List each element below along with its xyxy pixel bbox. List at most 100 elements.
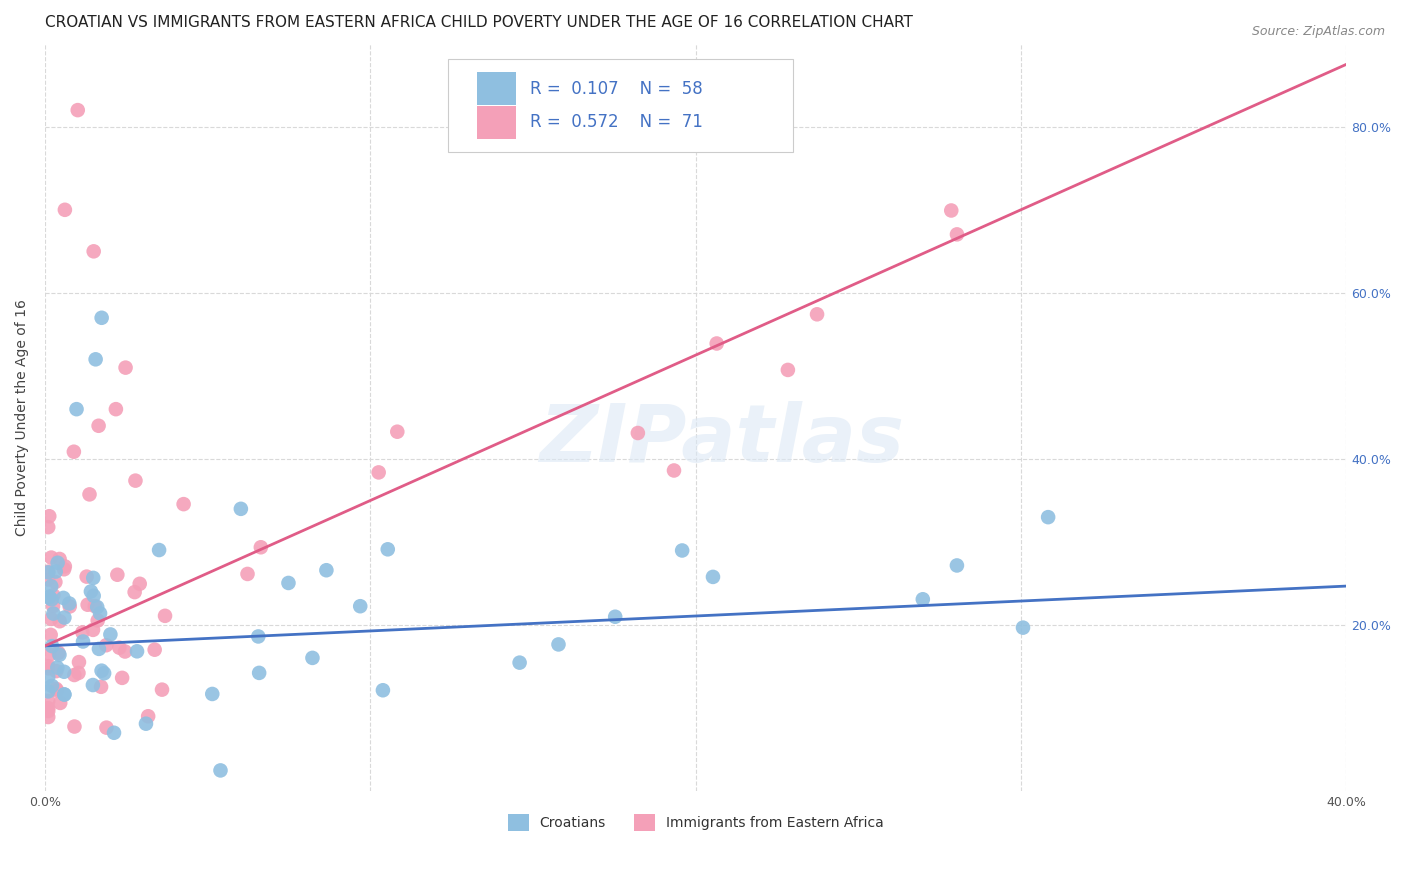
Point — [37, 520, 59, 534]
Text: ZIPatlas: ZIPatlas — [538, 401, 904, 479]
Point — [509, 656, 531, 670]
Point — [58, 597, 80, 611]
Point — [125, 644, 148, 658]
Point — [37, 573, 59, 587]
Point — [67, 655, 90, 669]
Point — [41, 592, 63, 607]
Point — [201, 687, 224, 701]
Point — [82, 678, 104, 692]
Point — [72, 634, 94, 648]
Text: Source: ZipAtlas.com: Source: ZipAtlas.com — [1251, 25, 1385, 38]
Point — [90, 310, 112, 325]
Point — [37, 670, 59, 684]
Point — [86, 600, 108, 615]
Point — [349, 599, 371, 614]
Point — [96, 721, 118, 735]
Point — [53, 610, 76, 624]
Point — [80, 584, 103, 599]
Point — [52, 591, 75, 605]
Point — [67, 665, 90, 680]
Point — [671, 543, 693, 558]
Point — [83, 589, 105, 603]
Point — [387, 425, 409, 439]
Point — [53, 665, 76, 679]
Point — [605, 609, 627, 624]
Point — [82, 623, 104, 637]
Point — [702, 570, 724, 584]
Point — [114, 360, 136, 375]
Point — [301, 651, 323, 665]
Point — [39, 612, 62, 626]
Point — [76, 598, 98, 612]
Point — [84, 352, 107, 367]
Point — [46, 683, 69, 698]
FancyBboxPatch shape — [477, 106, 516, 138]
Point — [37, 566, 59, 580]
Point — [63, 668, 86, 682]
Text: R =  0.572    N =  71: R = 0.572 N = 71 — [530, 113, 703, 131]
FancyBboxPatch shape — [449, 59, 793, 152]
Point — [143, 642, 166, 657]
Point — [247, 665, 270, 680]
Point — [53, 688, 76, 702]
Point — [150, 682, 173, 697]
Point — [93, 666, 115, 681]
Point — [76, 569, 98, 583]
Point — [96, 638, 118, 652]
Point — [148, 543, 170, 558]
Point — [42, 588, 65, 602]
Point — [100, 627, 122, 641]
Point — [63, 444, 86, 458]
Point — [105, 567, 128, 582]
Legend: Croatians, Immigrants from Eastern Africa: Croatians, Immigrants from Eastern Afric… — [502, 808, 889, 837]
Point — [53, 688, 76, 702]
Point — [236, 566, 259, 581]
Point — [41, 679, 63, 693]
Point — [48, 552, 70, 566]
Point — [87, 418, 110, 433]
Point — [37, 659, 59, 673]
Text: R =  0.107    N =  58: R = 0.107 N = 58 — [530, 79, 703, 97]
Point — [108, 640, 131, 655]
Point — [49, 696, 72, 710]
Point — [776, 363, 799, 377]
Point — [83, 244, 105, 259]
Point — [39, 628, 62, 642]
Point — [59, 599, 82, 614]
Point — [37, 565, 59, 579]
Point — [41, 639, 63, 653]
Point — [371, 683, 394, 698]
Point — [83, 599, 105, 613]
Point — [90, 664, 112, 678]
Point — [806, 307, 828, 321]
Point — [124, 585, 146, 599]
Point — [89, 607, 111, 621]
Point — [229, 501, 252, 516]
Point — [153, 608, 176, 623]
Point — [111, 671, 134, 685]
Point — [277, 576, 299, 591]
Point — [37, 704, 59, 718]
Point — [48, 648, 70, 662]
Point — [82, 571, 104, 585]
Y-axis label: Child Poverty Under the Age of 16: Child Poverty Under the Age of 16 — [15, 299, 30, 536]
Point — [65, 402, 87, 417]
Point — [48, 646, 70, 660]
Point — [63, 720, 86, 734]
Point — [209, 764, 232, 778]
Point — [124, 474, 146, 488]
Point — [72, 625, 94, 640]
Point — [90, 680, 112, 694]
Point — [86, 614, 108, 628]
Point — [46, 556, 69, 570]
Point — [53, 562, 76, 576]
FancyBboxPatch shape — [477, 72, 516, 105]
Point — [547, 637, 569, 651]
Point — [79, 487, 101, 501]
Point — [53, 202, 76, 217]
Point — [114, 644, 136, 658]
Point — [37, 701, 59, 715]
Point — [662, 463, 685, 477]
Point — [377, 542, 399, 557]
Point — [37, 694, 59, 708]
